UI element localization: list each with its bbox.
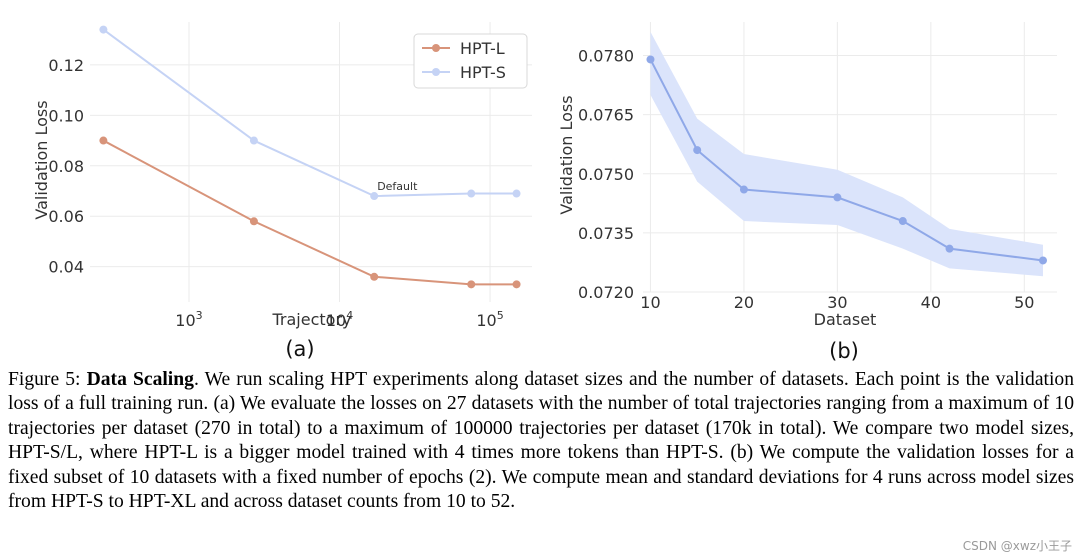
a-legend-label: HPT-L <box>460 39 505 58</box>
caption-text: . We run scaling HPT experiments along d… <box>8 369 1075 513</box>
a-point-hpt-s <box>467 189 476 198</box>
a-ytick-label: 0.08 <box>48 157 84 176</box>
a-ylabel: Validation Loss <box>32 100 51 219</box>
b-xtick-label: 40 <box>921 293 941 312</box>
b-point <box>646 55 655 64</box>
a-point-hpt-s <box>512 189 521 198</box>
a-annotation-default: Default <box>377 180 418 193</box>
a-legend-swatch-dot <box>432 44 440 52</box>
b-point <box>898 217 907 226</box>
a-point-hpt-l <box>467 280 476 289</box>
a-legend-label: HPT-S <box>460 63 506 82</box>
b-ylabel: Validation Loss <box>557 95 576 214</box>
b-point <box>693 146 702 155</box>
watermark-text: CSDN @xwz小王子 <box>962 539 1072 553</box>
a-ytick-label: 0.10 <box>48 106 84 125</box>
a-xtick-label: 103 <box>175 309 202 330</box>
b-xtick-label: 20 <box>734 293 754 312</box>
caption-label: Figure 5: <box>8 369 81 390</box>
a-point-hpt-s <box>370 192 379 201</box>
a-legend-swatch-dot <box>432 68 440 76</box>
chart-a: 0.04 0.06 0.08 0.10 0.12 103 104 105 Trajectory V… <box>32 22 532 361</box>
caption-lead: Data Scaling <box>86 369 194 390</box>
b-ytick-label: 0.0720 <box>578 283 634 302</box>
b-xtick-label: 10 <box>640 293 660 312</box>
a-point-hpt-l <box>99 136 108 145</box>
chart-b: 0.0720 0.0735 0.0750 0.0765 0.0780 10 20 30 40 50… <box>557 22 1057 363</box>
b-series-line <box>649 58 1044 262</box>
b-xtick-label: 30 <box>827 293 847 312</box>
a-panel-label: (a) <box>285 337 314 361</box>
a-xtick-label: 104 <box>326 309 353 330</box>
a-ytick-label: 0.12 <box>48 56 84 75</box>
b-ytick-label: 0.0735 <box>578 224 634 243</box>
a-point-hpt-s <box>99 25 108 34</box>
b-point <box>1038 256 1047 265</box>
a-series-line-hpt-l <box>102 139 517 286</box>
b-point <box>739 185 748 194</box>
b-ytick-label: 0.0780 <box>578 47 634 66</box>
a-point-hpt-l <box>512 280 521 289</box>
a-ytick-label: 0.06 <box>48 207 84 226</box>
b-ytick-label: 0.0750 <box>578 165 634 184</box>
a-xtick-label: 105 <box>476 309 503 330</box>
a-point-hpt-l <box>249 217 258 226</box>
b-point <box>833 193 842 202</box>
figure-caption: Figure 5: Data Scaling. We run scaling H… <box>8 368 1074 514</box>
b-point <box>945 244 954 253</box>
a-point-hpt-l <box>370 272 379 281</box>
b-xlabel: Dataset <box>814 310 877 329</box>
figure-charts: 0.04 0.06 0.08 0.10 0.12 103 104 105 Trajectory V… <box>32 22 1057 363</box>
b-xtick-label: 50 <box>1014 293 1034 312</box>
a-ytick-label: 0.04 <box>48 258 84 277</box>
a-xlabel: Trajectory <box>272 310 352 329</box>
a-point-hpt-s <box>249 136 258 145</box>
b-panel-label: (b) <box>829 339 859 363</box>
b-ytick-label: 0.0765 <box>578 106 634 125</box>
b-std-band <box>650 31 1043 277</box>
